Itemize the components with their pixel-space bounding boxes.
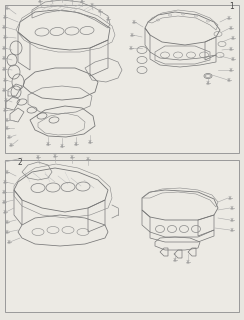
Text: 2: 2: [18, 158, 23, 167]
Bar: [5, 160, 239, 312]
Bar: [5, 5, 239, 153]
Text: 1: 1: [229, 2, 234, 11]
